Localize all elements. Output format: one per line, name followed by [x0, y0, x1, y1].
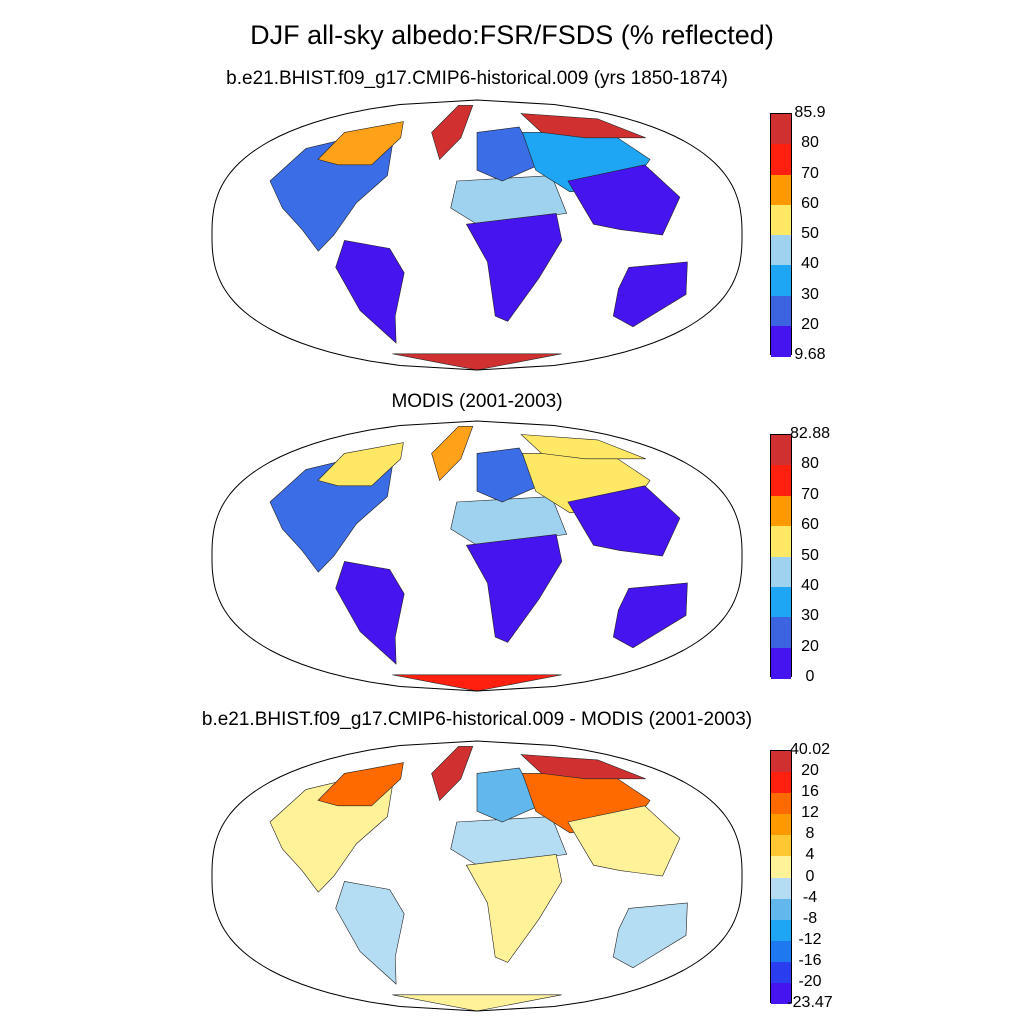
colorbar-label: 60	[801, 516, 819, 534]
region-europe	[476, 447, 540, 503]
colorbar-swatch	[771, 495, 791, 527]
colorbar-swatch	[771, 961, 791, 984]
colorbar-label: 4	[805, 846, 815, 864]
panel-title-model: b.e21.BHIST.f09_g17.CMIP6-historical.009…	[226, 68, 728, 89]
region-europe	[476, 126, 540, 182]
region-south-asia	[567, 805, 681, 877]
region-canada-high	[317, 762, 404, 807]
colorbar-label: 85.9	[794, 104, 826, 121]
colorbar-label: 8	[805, 825, 815, 843]
region-south-asia	[567, 164, 681, 236]
colorbar-label: 12	[801, 804, 819, 822]
colorbar-swatch	[771, 835, 791, 857]
panel-title-diff: b.e21.BHIST.f09_g17.CMIP6-historical.009…	[201, 709, 753, 730]
region-south-asia	[567, 485, 681, 557]
colorbar-swatch	[771, 647, 791, 679]
region-antarctica	[392, 674, 562, 691]
colorbar-swatch	[771, 465, 791, 497]
region-africa	[465, 854, 563, 963]
region-australia	[612, 902, 688, 969]
colorbar-label: 40	[801, 255, 819, 273]
region-greenland	[431, 746, 474, 801]
colorbar-label: 50	[801, 225, 819, 242]
colorbar-label: 80	[801, 134, 819, 152]
region-canada-high	[317, 442, 404, 487]
region-south-america	[335, 240, 405, 344]
colorbar-label: 30	[801, 285, 819, 303]
colorbar-swatch	[771, 556, 791, 588]
colorbar-swatch	[771, 295, 791, 327]
region-south-america	[335, 561, 405, 665]
region-antarctica	[392, 353, 562, 370]
colorbar-swatch	[771, 114, 791, 145]
colorbar-label: 40	[801, 576, 819, 594]
colorbar-label: 20	[801, 637, 819, 655]
colorbar-swatch	[771, 751, 791, 773]
region-arctic-asia	[520, 754, 646, 780]
colorbar-swatch	[771, 772, 791, 794]
region-australia	[612, 261, 688, 328]
region-south-america	[335, 881, 405, 985]
colorbar-label: 30	[801, 607, 819, 625]
colorbar-label: 40.02	[789, 741, 831, 758]
region-antarctica	[392, 994, 562, 1011]
colorbar-box	[770, 750, 792, 1005]
colorbar-label: 82.88	[789, 425, 831, 442]
colorbar-swatch	[771, 435, 791, 466]
map-outline	[211, 740, 743, 1012]
colorbar-label: 20	[801, 762, 819, 780]
colorbar-box	[770, 434, 792, 679]
colorbar-swatch	[771, 325, 791, 357]
colorbar-label: -4	[802, 888, 818, 906]
map-outline	[211, 99, 743, 371]
colorbar-swatch	[771, 814, 791, 836]
colorbar-swatch	[771, 982, 791, 1005]
colorbar-swatch	[771, 586, 791, 618]
colorbar-swatch	[771, 793, 791, 815]
colorbar-label: -8	[802, 909, 818, 927]
panel-title-obs: MODIS (2001-2003)	[391, 391, 563, 412]
colorbar-swatch	[771, 877, 791, 900]
colorbar-swatch	[771, 144, 791, 175]
colorbar-label: 80	[801, 455, 819, 473]
region-greenland	[431, 105, 474, 160]
region-africa	[465, 534, 563, 643]
colorbar-swatch	[771, 617, 791, 649]
colorbar-swatch	[771, 919, 791, 942]
colorbar-label: -12	[798, 930, 822, 948]
colorbar-label: 50	[801, 546, 819, 564]
map-outline	[211, 420, 743, 692]
colorbar-box	[770, 113, 792, 357]
colorbar-swatch	[771, 940, 791, 963]
colorbar-label: -23.47	[787, 994, 833, 1011]
colorbar-label: 70	[801, 485, 819, 503]
colorbar-swatch	[771, 526, 791, 557]
region-arctic-asia	[520, 434, 646, 460]
colorbar-label: 0	[805, 668, 815, 685]
colorbar-swatch	[771, 898, 791, 921]
region-arctic-asia	[520, 113, 646, 139]
colorbar-swatch	[771, 174, 791, 206]
region-europe	[476, 767, 540, 823]
region-africa	[465, 213, 563, 322]
colorbar-swatch	[771, 204, 791, 236]
colorbar-label: 16	[801, 783, 819, 801]
colorbar-swatch	[771, 265, 791, 296]
region-canada-high	[317, 121, 404, 166]
colorbar-label: 0	[805, 867, 815, 885]
colorbar-label: 60	[801, 194, 819, 212]
main-title: DJF all-sky albedo:FSR/FSDS (% reflected…	[250, 20, 774, 50]
colorbar-label: 9.68	[794, 346, 826, 363]
colorbar-label: -20	[798, 972, 822, 990]
colorbar-swatch	[771, 235, 791, 266]
colorbar-label: 20	[801, 315, 819, 333]
region-australia	[612, 582, 688, 649]
colorbar-swatch	[771, 856, 791, 878]
colorbar-label: -16	[798, 951, 822, 969]
region-greenland	[431, 426, 474, 481]
colorbar-label: 70	[801, 164, 819, 182]
